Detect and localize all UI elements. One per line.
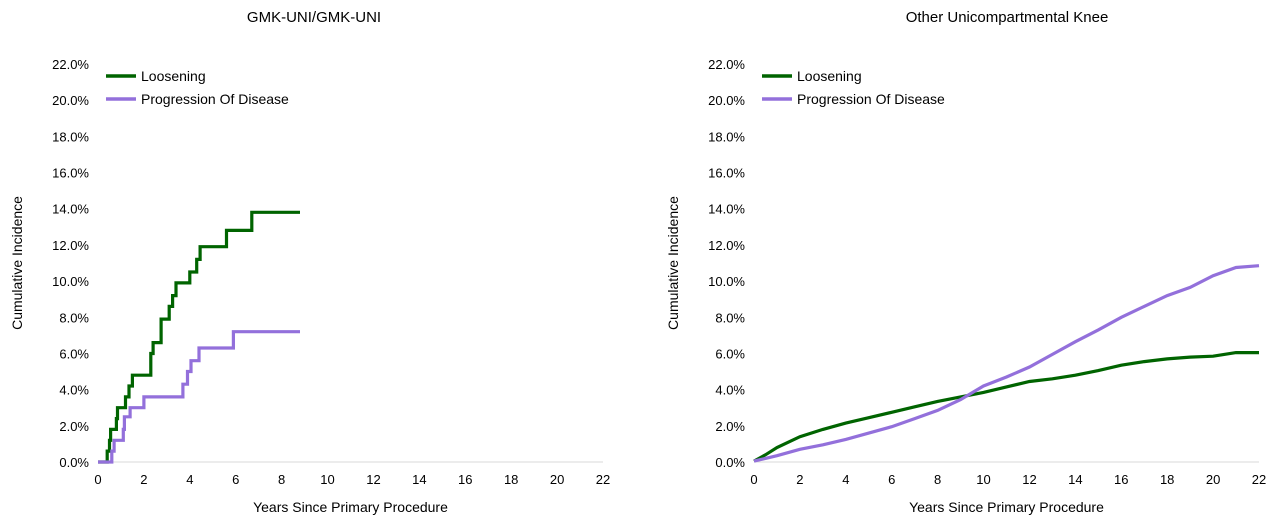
x-tick-label: 14 [1068,472,1082,487]
y-axis-label: Cumulative Incidence [9,196,25,330]
y-tick-label: 22.0% [708,57,745,72]
x-tick-label: 10 [976,472,990,487]
y-tick-label: 8.0% [59,310,89,325]
y-tick-label: 20.0% [708,93,745,108]
y-tick-label: 4.0% [715,383,745,398]
y-tick-label: 12.0% [52,238,89,253]
y-tick-label: 18.0% [52,129,89,144]
x-tick-label: 2 [140,472,147,487]
y-tick-label: 18.0% [708,129,745,144]
x-tick-label: 12 [1022,472,1036,487]
legend-label: Loosening [141,68,206,84]
x-tick-label: 4 [186,472,193,487]
x-tick-label: 14 [412,472,426,487]
y-tick-label: 14.0% [708,202,745,217]
y-axis-label: Cumulative Incidence [665,196,681,330]
x-tick-label: 18 [504,472,518,487]
chart-panel-1: GMK-UNI/GMK-UNI 0 2 4 6 8 10 12 14 16 18 20 22 0.0% 2.… [9,9,610,515]
y-tick-label: 2.0% [59,419,89,434]
x-tick-label: 8 [278,472,285,487]
x-axis-label: Years Since Primary Procedure [909,499,1104,515]
legend-label: Progression Of Disease [797,91,945,107]
x-tick-label: 12 [366,472,380,487]
x-tick-label: 4 [842,472,849,487]
x-tick-label: 8 [934,472,941,487]
x-tick-label: 2 [796,472,803,487]
y-tick-label: 8.0% [715,310,745,325]
y-tick-label: 0.0% [59,455,89,470]
y-tick-label: 14.0% [52,202,89,217]
x-tick-label: 16 [458,472,472,487]
series-line-progression [98,330,300,464]
x-tick-label: 22 [1252,472,1266,487]
y-tick-label: 6.0% [715,346,745,361]
x-tick-label: 20 [550,472,564,487]
x-tick-label: 0 [94,472,101,487]
x-tick-label: 18 [1160,472,1174,487]
y-tick-label: 16.0% [708,166,745,181]
y-tick-label: 6.0% [59,346,89,361]
x-tick-label: 10 [320,472,334,487]
x-tick-label: 6 [888,472,895,487]
y-tick-label: 0.0% [715,455,745,470]
chart-panel-2: Other Unicompartmental Knee 0 2 4 6 8 10 12 14 16… [665,9,1266,515]
y-tick-label: 4.0% [59,383,89,398]
x-tick-label: 22 [596,472,610,487]
y-tick-label: 16.0% [52,166,89,181]
y-tick-label: 10.0% [708,274,745,289]
legend-label: Loosening [797,68,862,84]
legend-label: Progression Of Disease [141,91,289,107]
x-tick-label: 0 [750,472,757,487]
chart-title: GMK-UNI/GMK-UNI [247,9,381,26]
y-tick-label: 22.0% [52,57,89,72]
series-line-progression [753,264,1260,463]
x-tick-label: 16 [1114,472,1128,487]
y-tick-label: 12.0% [708,238,745,253]
y-tick-label: 20.0% [52,93,89,108]
x-tick-label: 20 [1206,472,1220,487]
x-axis-label: Years Since Primary Procedure [253,499,448,515]
series-line-loosening [98,210,300,464]
series-line-loosening [753,351,1259,463]
chart-title: Other Unicompartmental Knee [906,9,1109,26]
x-tick-label: 6 [232,472,239,487]
y-tick-label: 10.0% [52,274,89,289]
y-tick-label: 2.0% [715,419,745,434]
